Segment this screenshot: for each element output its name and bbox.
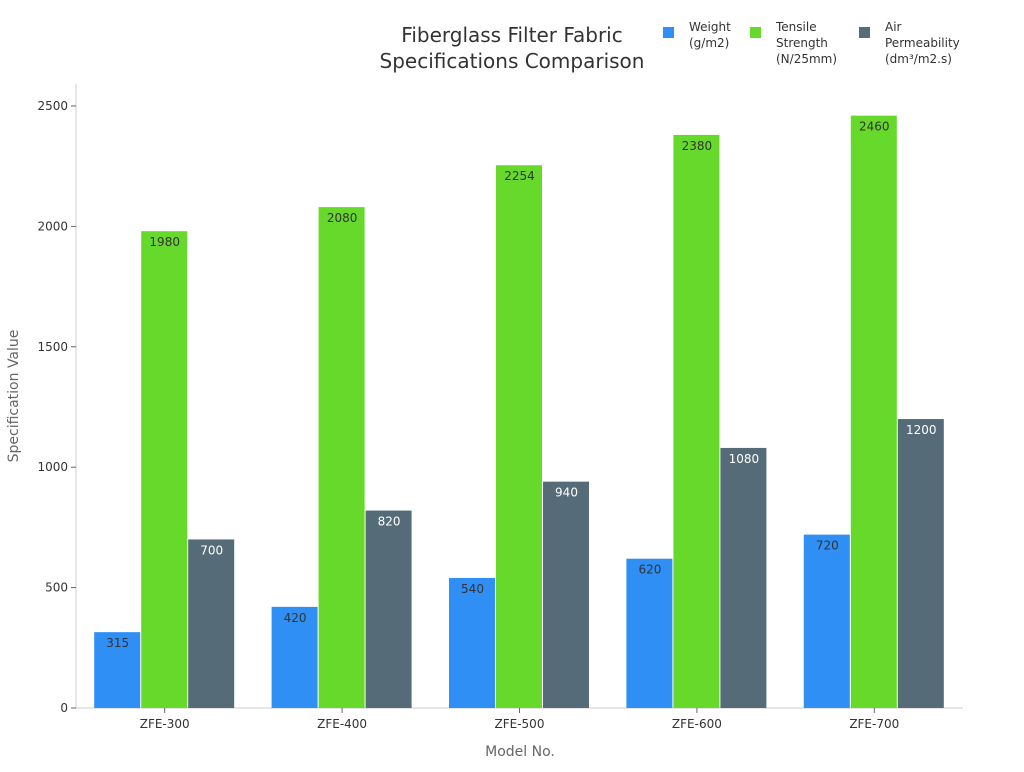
legend-label: Weight xyxy=(689,20,731,34)
bar xyxy=(141,231,188,708)
x-tick-label: ZFE-700 xyxy=(849,717,899,731)
y-axis-title: Specification Value xyxy=(6,330,22,463)
y-tick-label: 1500 xyxy=(37,340,68,354)
bar xyxy=(543,481,589,708)
data-label: 2254 xyxy=(504,169,535,183)
bar xyxy=(94,632,141,708)
x-tick-label: ZFE-400 xyxy=(317,717,367,731)
data-label: 1980 xyxy=(149,235,180,249)
data-label: 2460 xyxy=(859,120,890,134)
bar xyxy=(318,207,365,709)
y-tick-label: 500 xyxy=(45,581,68,595)
x-tick-label: ZFE-500 xyxy=(495,717,545,731)
legend-label: Air xyxy=(885,20,902,34)
bar xyxy=(720,447,767,708)
legend-label: (g/m2) xyxy=(689,36,729,50)
legend-swatch xyxy=(663,27,674,38)
legend-label: (dm³/m2.s) xyxy=(885,52,952,66)
data-label: 2080 xyxy=(327,211,358,225)
data-label: 540 xyxy=(461,582,484,596)
bar xyxy=(496,165,542,708)
data-label: 820 xyxy=(378,515,401,529)
data-label: 620 xyxy=(638,563,661,577)
data-label: 1200 xyxy=(906,423,937,437)
data-label: 940 xyxy=(555,486,578,500)
data-label: 720 xyxy=(816,539,839,553)
y-tick-label: 1000 xyxy=(37,460,68,474)
data-label: 1080 xyxy=(729,452,760,466)
legend-label: Permeability xyxy=(885,36,960,50)
data-label: 2380 xyxy=(682,139,713,153)
x-axis-title: Model No. xyxy=(485,744,555,760)
x-tick-label: ZFE-600 xyxy=(672,717,722,731)
legend-label: (N/25mm) xyxy=(776,52,837,66)
data-label: 700 xyxy=(200,543,223,557)
bar xyxy=(850,115,897,708)
bar xyxy=(271,606,318,708)
legend-swatch xyxy=(750,27,761,38)
bar xyxy=(673,134,720,708)
y-tick-label: 2000 xyxy=(37,219,68,233)
y-tick-label: 0 xyxy=(60,701,68,715)
bar xyxy=(626,558,673,708)
legend-label: Tensile xyxy=(775,20,817,34)
x-tick-label: ZFE-300 xyxy=(140,717,190,731)
bar xyxy=(365,510,412,708)
data-label: 420 xyxy=(284,611,307,625)
chart-title: Specifications Comparison xyxy=(380,49,645,73)
bar xyxy=(897,419,944,708)
bar xyxy=(803,534,850,708)
chart-title: Fiberglass Filter Fabric xyxy=(401,23,622,47)
bar xyxy=(449,577,495,708)
legend-label: Strength xyxy=(776,36,828,50)
y-tick-label: 2500 xyxy=(37,99,68,113)
bar xyxy=(188,539,235,708)
legend-swatch xyxy=(859,27,870,38)
data-label: 315 xyxy=(106,636,129,650)
